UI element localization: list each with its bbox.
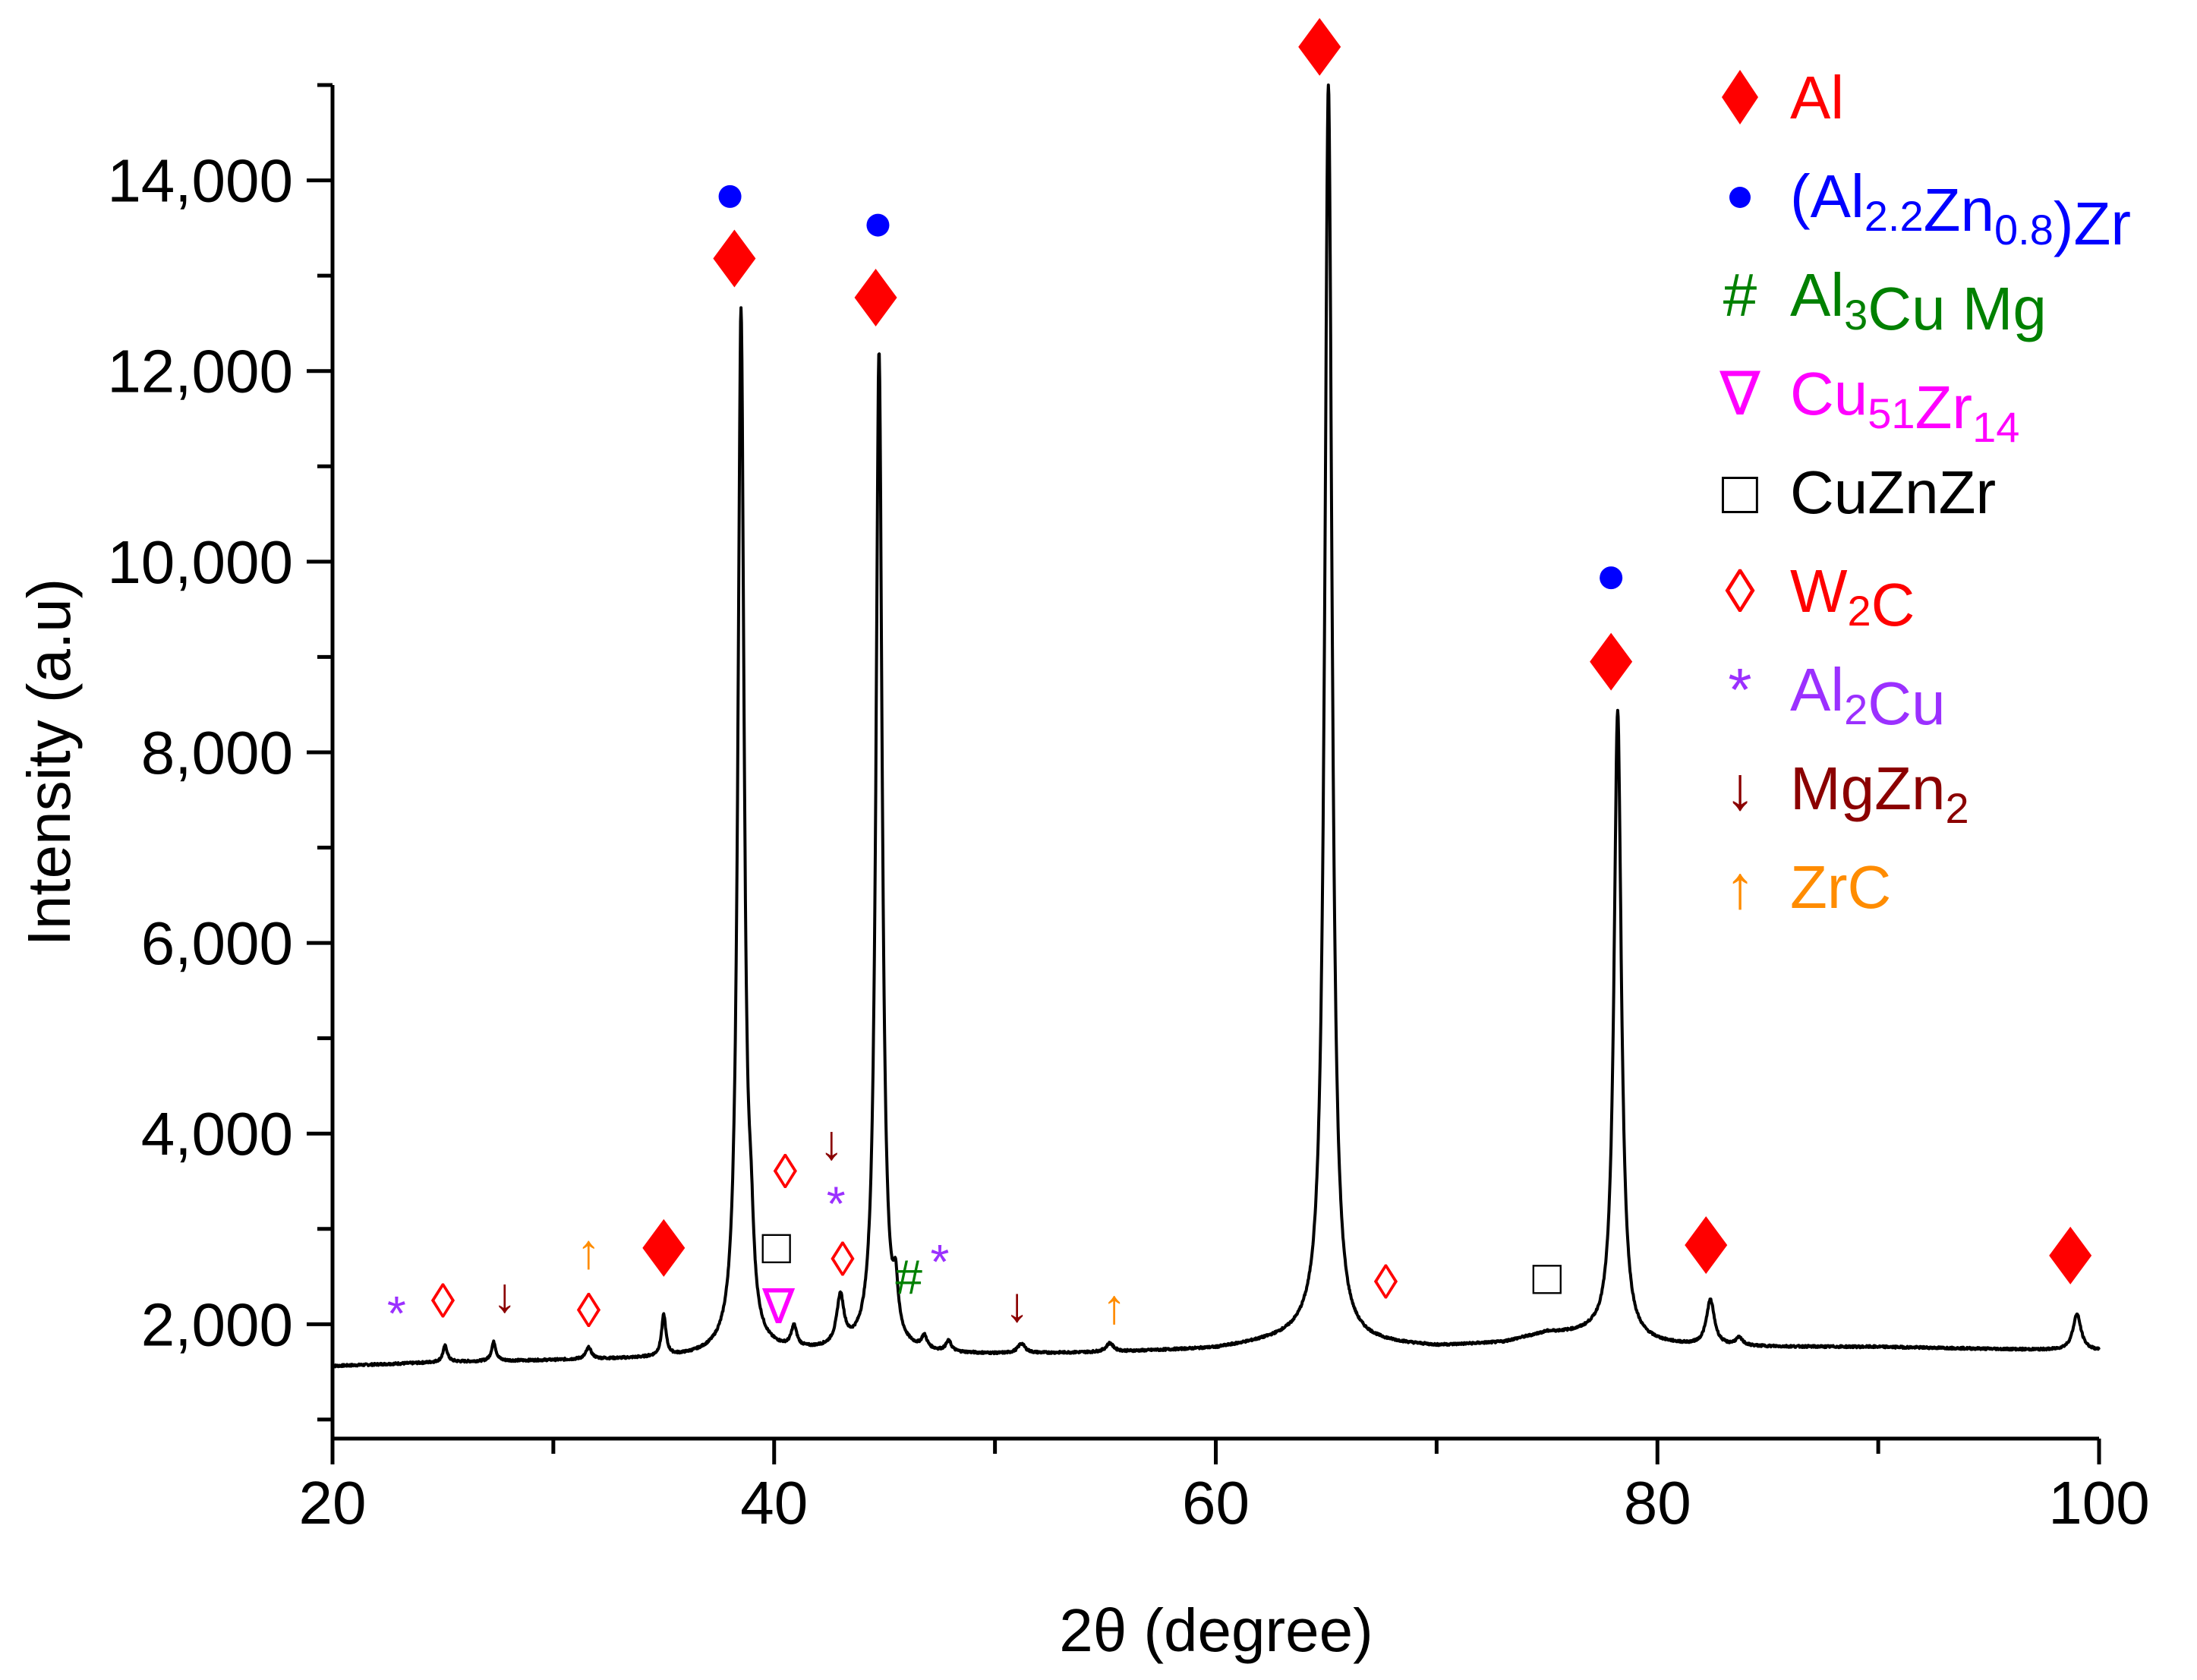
legend-label: CuZnZr xyxy=(1790,459,1996,526)
legend-symbol-dot xyxy=(1729,187,1751,208)
y-tick-label: 12,000 xyxy=(107,338,293,405)
al-diamond-marker xyxy=(642,1218,686,1277)
phase-marker-al3cu-mg: # xyxy=(895,1250,922,1304)
legend-label-part: MgZn xyxy=(1790,755,1946,822)
phase-marker-mgzn2: ↓ xyxy=(819,1115,843,1170)
legend-label: (Al2.2Zn0.8)Zr xyxy=(1790,162,2131,257)
legend-label-part: CuZnZr xyxy=(1790,459,1996,526)
legend-label-subscript: 14 xyxy=(1972,403,2019,451)
al-diamond-marker xyxy=(1590,632,1633,691)
legend-label-part: Zn xyxy=(1924,176,1994,244)
legend-label-subscript: 2.2 xyxy=(1864,192,1924,240)
legend: Al(Al2.2Zn0.8)Zr# Al3Cu Mg∇ Cu51Zr14□ CuZnZ… xyxy=(1719,64,2131,921)
phase-marker-zrc: ↑ xyxy=(576,1224,600,1278)
legend-label: MgZn2 xyxy=(1790,755,1969,832)
legend-label-part: C xyxy=(1871,571,1915,638)
phase-marker-mgzn2: ↓ xyxy=(493,1268,517,1322)
x-tick-label: 20 xyxy=(299,1469,367,1537)
phase-marker-cuznzr: □ xyxy=(761,1219,791,1274)
y-ticks: 2,000 4,000 6,000 8,000 10,000 12,000 14,000 xyxy=(107,83,333,1422)
al-diamond-marker xyxy=(854,269,897,327)
peak-annotations: #∇□□◊ ◊◊◊ ◊***↓↓↓↑↑ xyxy=(387,17,2092,1341)
legend-label-part: (Al xyxy=(1790,162,1864,230)
legend-label: Al3Cu Mg xyxy=(1790,261,2047,342)
phase-marker-cuznzr: □ xyxy=(1532,1250,1562,1304)
legend-symbol: ∇ xyxy=(1719,360,1760,427)
legend-label-subscript: 2 xyxy=(1844,686,1868,733)
y-tick-label: 14,000 xyxy=(107,147,293,215)
legend-label-subscript: 51 xyxy=(1868,389,1915,437)
phase-marker-al2cu: * xyxy=(387,1286,406,1341)
phase-marker-w2c: ◊ xyxy=(831,1231,855,1286)
al-diamond-marker xyxy=(713,229,756,288)
legend-symbol: ↑ xyxy=(1725,853,1755,921)
phase-marker-al2cu: * xyxy=(930,1234,949,1289)
legend-label: Al2Cu xyxy=(1790,656,1946,737)
legend-label: Cu51Zr14 xyxy=(1790,360,2019,451)
legend-label-part: Al xyxy=(1790,64,1844,131)
legend-label-subscript: 3 xyxy=(1844,291,1868,339)
legend-label-part: Zr xyxy=(1915,374,1973,441)
series-group xyxy=(331,84,2101,1369)
axes: 20 40 60 80 100 2,000 4,000 6,000 8,000 10,000 12… xyxy=(107,83,2150,1537)
phase-marker-w2c: ◊ xyxy=(773,1144,797,1199)
legend-symbol: ↓ xyxy=(1725,755,1755,822)
x-tick-label: 100 xyxy=(2048,1469,2149,1537)
legend-label-part: Cu xyxy=(1790,360,1868,427)
phase-marker-al2cu: * xyxy=(827,1177,846,1231)
x-ticks: 20 40 60 80 100 xyxy=(299,1439,2150,1537)
x-tick-label: 60 xyxy=(1182,1469,1250,1537)
legend-symbol-diamond xyxy=(1722,70,1758,125)
phase-marker-zrc: ↑ xyxy=(1102,1279,1127,1334)
legend-label: W2C xyxy=(1790,557,1915,638)
legend-label-subscript: 2 xyxy=(1848,587,1871,635)
legend-label: ZrC xyxy=(1790,853,1891,921)
legend-label: Al xyxy=(1790,64,1844,131)
legend-label-part: Al xyxy=(1790,656,1844,723)
legend-symbol: ◊ xyxy=(1725,557,1755,625)
phase-marker-w2c: ◊ xyxy=(577,1283,601,1338)
x-axis-title: 2θ (degree) xyxy=(1059,1596,1373,1664)
al-diamond-marker xyxy=(1298,17,1341,76)
al-diamond-marker xyxy=(1685,1216,1728,1275)
legend-symbol: □ xyxy=(1722,459,1758,526)
legend-label-subscript: 0.8 xyxy=(1994,206,2054,254)
x-tick-label: 80 xyxy=(1624,1469,1691,1537)
legend-symbol: * xyxy=(1728,656,1751,723)
y-tick-label: 4,000 xyxy=(141,1100,293,1168)
legend-label-part: W xyxy=(1790,557,1848,625)
legend-symbol: # xyxy=(1723,261,1757,329)
x-tick-label: 40 xyxy=(740,1469,808,1537)
al-zn-zr-dot-marker xyxy=(866,213,890,237)
y-axis-title: Intensity (a.u) xyxy=(15,578,83,947)
phase-marker-w2c: ◊ xyxy=(431,1274,455,1329)
y-tick-label: 8,000 xyxy=(141,719,293,786)
xrd-series-line xyxy=(331,84,2101,1369)
legend-label-part: Cu xyxy=(1868,670,1945,737)
legend-label-part: )Zr xyxy=(2054,190,2131,257)
legend-label-subscript: 2 xyxy=(1946,784,1969,832)
al-zn-zr-dot-marker xyxy=(718,184,742,208)
legend-label-part: Cu Mg xyxy=(1868,275,2047,342)
legend-label-part: Al xyxy=(1790,261,1844,329)
legend-label-part: ZrC xyxy=(1790,853,1891,921)
y-tick-label: 2,000 xyxy=(141,1291,293,1358)
phase-marker-w2c: ◊ xyxy=(1374,1255,1398,1310)
y-tick-label: 6,000 xyxy=(141,909,293,977)
al-diamond-marker xyxy=(2049,1226,2092,1284)
al-zn-zr-dot-marker xyxy=(1600,566,1623,590)
y-tick-label: 10,000 xyxy=(107,528,293,596)
phase-marker-mgzn2: ↓ xyxy=(1005,1278,1029,1332)
phase-marker-cu51zr14: ∇ xyxy=(761,1279,795,1334)
